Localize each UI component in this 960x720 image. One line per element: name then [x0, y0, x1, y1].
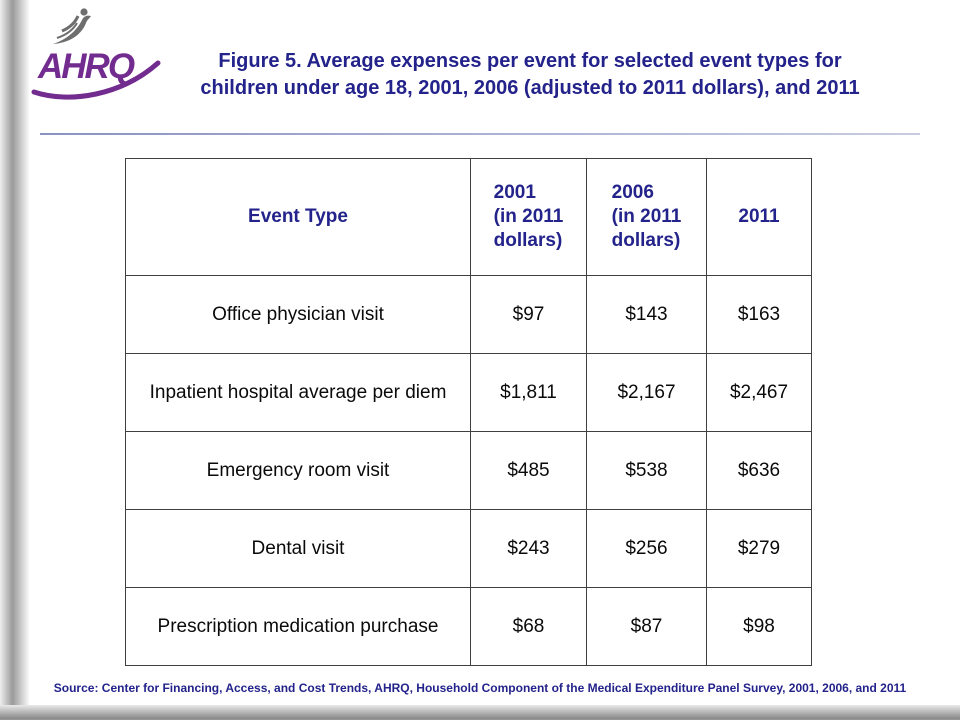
col-header-label: Event Type: [248, 206, 348, 228]
value-cell-2006: $2,167: [586, 353, 707, 432]
event-type-cell: Dental visit: [125, 509, 471, 588]
event-type-cell: Office physician visit: [125, 275, 471, 354]
value-cell-2011: $2,467: [706, 353, 812, 432]
table-row: Inpatient hospital average per diem $1,8…: [125, 353, 812, 432]
value-cell-2011: $636: [706, 431, 812, 510]
event-type-cell: Prescription medication purchase: [125, 587, 471, 666]
value-cell-2001: $243: [470, 509, 587, 588]
value-cell-2011: $98: [706, 587, 812, 666]
hhs-eagle-icon: [53, 8, 91, 44]
col-header-2011: 2011: [706, 158, 812, 276]
col-header-label: 2006 (in 2011 dollars): [611, 182, 682, 251]
bottom-gradient-bar: [0, 705, 960, 720]
expenses-table: Event Type 2001 (in 2011 dollars) 2006 (…: [125, 158, 812, 666]
col-header-event-type: Event Type: [125, 158, 471, 276]
value-cell-2001: $97: [470, 275, 587, 354]
event-type-cell: Emergency room visit: [125, 431, 471, 510]
table-row: Emergency room visit $485 $538 $636: [125, 431, 812, 510]
value-cell-2006: $143: [586, 275, 707, 354]
value-cell-2011: $279: [706, 509, 812, 588]
value-cell-2006: $87: [586, 587, 707, 666]
table-row: Dental visit $243 $256 $279: [125, 509, 812, 588]
ahrq-logo: AHRQ: [30, 47, 164, 104]
table-header-row: Event Type 2001 (in 2011 dollars) 2006 (…: [125, 158, 812, 276]
col-header-2001: 2001 (in 2011 dollars): [470, 158, 587, 276]
event-type-cell: Inpatient hospital average per diem: [125, 353, 471, 432]
value-cell-2001: $68: [470, 587, 587, 666]
col-header-2006: 2006 (in 2011 dollars): [586, 158, 707, 276]
col-header-label: 2001 (in 2011 dollars): [493, 182, 564, 251]
value-cell-2001: $485: [470, 431, 587, 510]
hhs-logo: [48, 5, 102, 49]
value-cell-2006: $256: [586, 509, 707, 588]
ahrq-swoosh-icon: [31, 60, 161, 100]
table-row: Office physician visit $97 $143 $163: [125, 275, 812, 354]
value-cell-2006: $538: [586, 431, 707, 510]
title-divider: [40, 133, 920, 135]
value-cell-2001: $1,811: [470, 353, 587, 432]
figure-title: Figure 5. Average expenses per event for…: [200, 50, 860, 99]
ahrq-logo-text: AHRQ: [38, 47, 135, 86]
value-cell-2011: $163: [706, 275, 812, 354]
left-gradient-bar: [0, 0, 30, 720]
source-note: Source: Center for Financing, Access, an…: [53, 681, 907, 695]
col-header-label: 2011: [738, 206, 780, 228]
table-row: Prescription medication purchase $68 $87…: [125, 587, 812, 666]
